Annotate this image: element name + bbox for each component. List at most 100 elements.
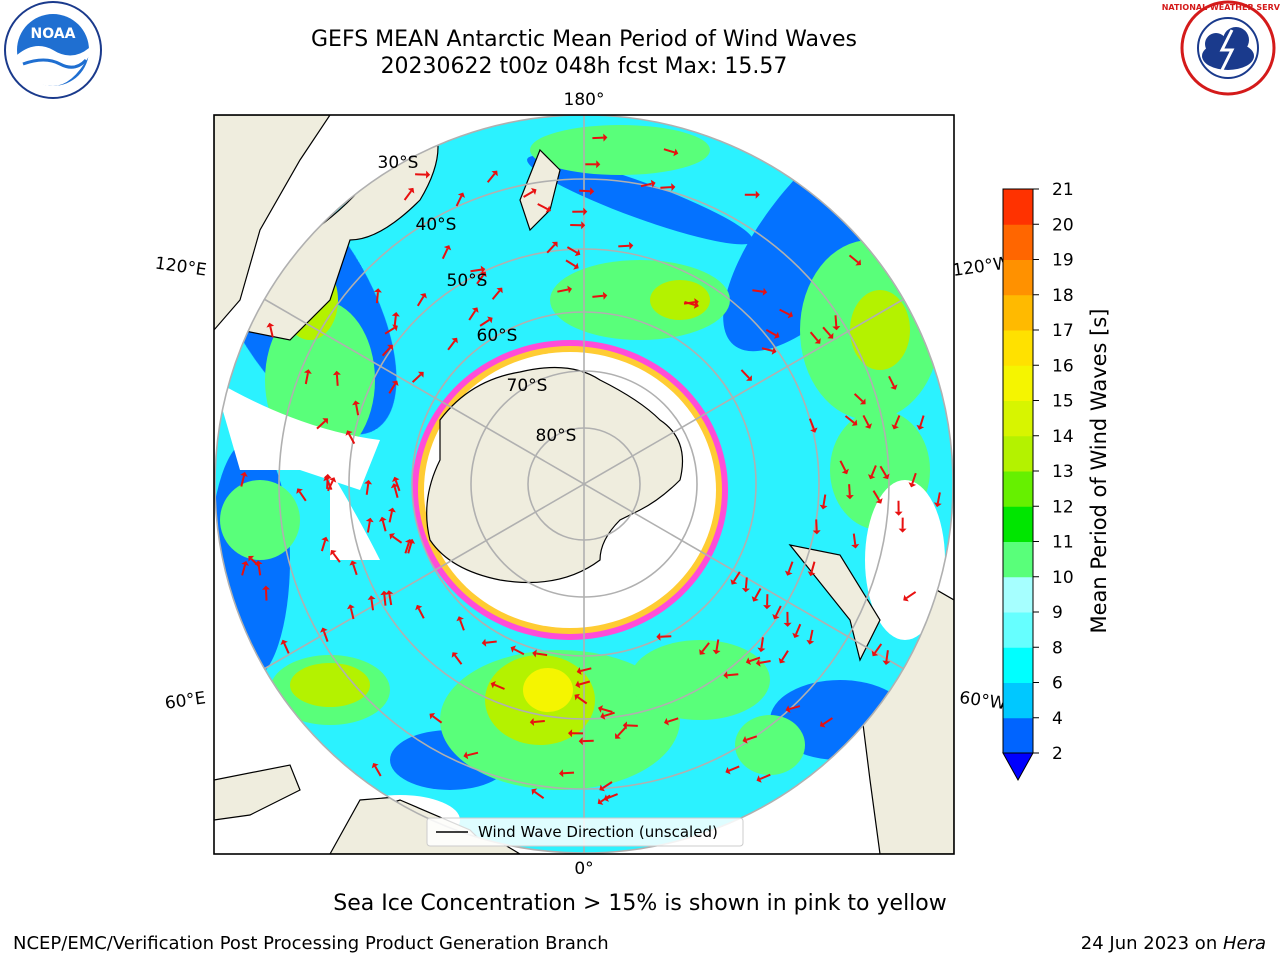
colorbar-segment: [1003, 435, 1033, 472]
wind-arrow: [403, 190, 412, 201]
wind-arrow: [760, 637, 764, 649]
lon-label-120e: 120°E: [154, 254, 208, 281]
wind-arrow-head: [693, 301, 699, 309]
wind-arrow: [617, 727, 627, 737]
colorbar-segment: [1003, 612, 1033, 648]
map-legend: Wind Wave Direction (unscaled): [426, 817, 744, 847]
wind-arrow: [404, 542, 410, 554]
wind-arrow-head: [429, 713, 436, 720]
wind-arrow-head: [426, 170, 431, 179]
wind-arrow-head: [420, 293, 427, 299]
wind-arrow-head: [451, 652, 459, 658]
wind-arrow-head: [757, 647, 766, 653]
wind-arrow: [447, 340, 456, 351]
colorbar-tick-label: 10: [1052, 568, 1074, 588]
wind-arrow-head: [597, 798, 604, 805]
wind-arrow: [250, 558, 260, 568]
wind-arrow: [352, 563, 358, 576]
wind-arrow: [663, 148, 675, 154]
colorbar-tick-label: 16: [1052, 356, 1074, 376]
wind-arrow-head: [321, 536, 329, 542]
colorbar-segment: [1003, 224, 1033, 260]
wind-arrow-head: [812, 530, 821, 535]
wind-arrow: [441, 248, 449, 260]
wind-arrow: [874, 643, 883, 654]
wind-arrow-head: [751, 596, 759, 602]
wind-arrow: [809, 331, 819, 342]
wind-arrow: [375, 292, 379, 304]
colorbar-tick-label: 2: [1052, 744, 1063, 764]
wind-arrow: [745, 735, 758, 741]
wind-arrow: [822, 717, 833, 726]
wind-arrow-head: [456, 616, 464, 622]
wind-arrow: [789, 705, 801, 711]
wind-arrow-head: [367, 595, 376, 600]
lat-label-60s: 60°S: [477, 326, 518, 346]
wind-arrow-head: [345, 430, 353, 436]
wind-arrow: [815, 519, 818, 531]
wind-arrow-head: [578, 737, 583, 746]
wind-arrow-head: [280, 639, 288, 645]
wind-arrow: [384, 327, 395, 335]
wind-arrow: [759, 773, 771, 780]
nws-logo-text: NATIONAL WEATHER SERVICE: [1162, 3, 1280, 12]
wind-arrow: [809, 629, 814, 641]
colorbar-tick-label: 4: [1052, 709, 1063, 729]
wind-arrow-head: [891, 424, 899, 430]
wind-arrow-head: [574, 249, 581, 257]
wind-arrow-head: [916, 424, 925, 430]
south-america-land: [788, 544, 881, 662]
wind-arrow-head: [380, 590, 389, 596]
wind-arrow: [283, 642, 290, 654]
wind-arrow-head: [730, 579, 738, 585]
wind-arrow-head: [248, 555, 255, 562]
wind-arrow: [454, 654, 463, 665]
wind-arrow-head: [599, 784, 605, 792]
wind-arrow-head: [391, 380, 399, 386]
wind-arrow: [894, 415, 901, 427]
wind-arrow-head: [391, 312, 400, 317]
wind-arrow-head: [832, 326, 841, 331]
wind-arrow-head: [480, 271, 487, 278]
wind-arrow: [839, 460, 847, 472]
wind-arrow: [626, 724, 638, 727]
wind-arrow: [592, 136, 604, 140]
wind-arrow: [485, 640, 497, 644]
wind-arrow-head: [589, 187, 595, 196]
wind-arrow: [476, 274, 485, 285]
wind-arrow: [667, 717, 679, 723]
wind-arrow-head: [712, 649, 721, 655]
wind-arrow-head: [807, 571, 816, 577]
wind-arrow-head: [864, 423, 872, 429]
wind-arrow-head: [576, 667, 582, 675]
wind-arrow-head: [656, 632, 661, 641]
wind-arrow: [493, 683, 505, 690]
wind-arrow: [759, 660, 771, 664]
wind-arrow: [795, 623, 802, 635]
wind-arrow-head: [933, 502, 942, 508]
wind-arrow-head: [615, 733, 621, 739]
noaa-logo: NOAA: [4, 1, 102, 99]
wind-arrow-head: [819, 504, 828, 510]
wind-arrow: [752, 289, 764, 293]
lon-label-60e: 60°E: [164, 688, 207, 713]
wind-arrow-head: [364, 479, 373, 485]
wind-arrow: [592, 294, 604, 298]
wind-arrow-head: [320, 627, 328, 633]
wind-arrow-head: [742, 736, 748, 744]
wind-arrow: [240, 475, 245, 487]
wind-arrow-head: [510, 645, 516, 653]
wind-arrow-head: [773, 331, 780, 339]
wind-arrow: [879, 465, 887, 477]
wind-arrow-head: [491, 170, 498, 177]
wind-arrow-head: [882, 660, 891, 665]
colorbar-tick-label: 21: [1052, 180, 1074, 200]
wind-arrow: [486, 173, 496, 183]
wind-arrow-head: [529, 718, 535, 726]
wind-arrow: [513, 648, 525, 656]
wind-arrow-head: [814, 338, 821, 344]
wind-arrow: [370, 599, 374, 611]
wind-arrow: [536, 652, 548, 657]
wind-arrow-head: [810, 427, 818, 433]
lat-label-70s: 70°S: [507, 376, 548, 396]
